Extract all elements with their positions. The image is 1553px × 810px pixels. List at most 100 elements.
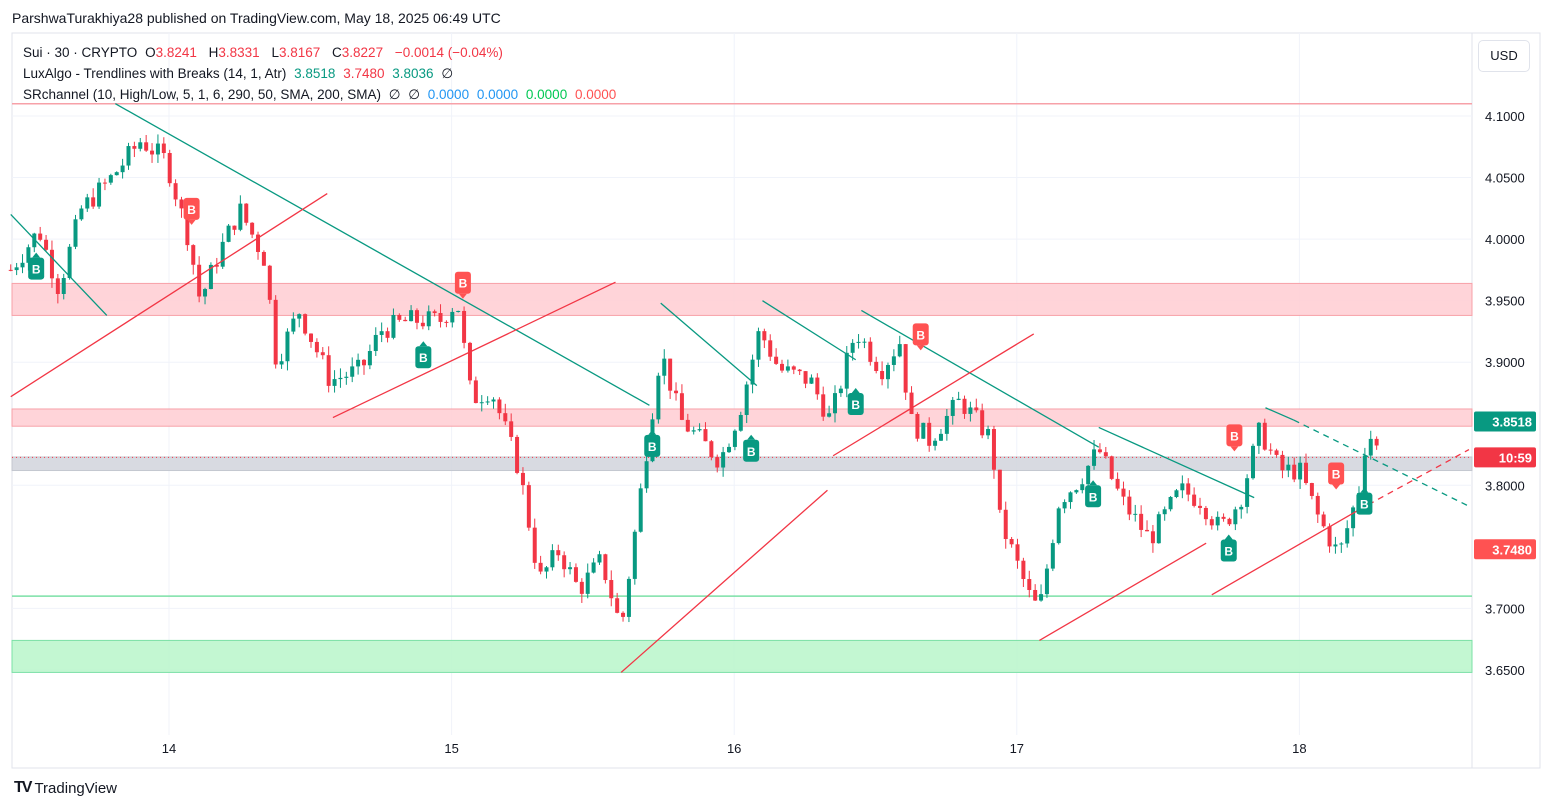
candle-body: [503, 413, 508, 422]
candle-body: [933, 440, 938, 446]
candle-body: [1374, 438, 1379, 446]
candle-body: [644, 461, 649, 489]
brand-name: TradingView: [34, 779, 117, 797]
time-axis[interactable]: 14 15 16 17 18: [162, 741, 1307, 756]
y-tick-label: 3.8000: [1485, 478, 1525, 493]
candle-body: [632, 531, 637, 579]
candle-body: [367, 351, 372, 366]
candle-body: [226, 225, 231, 242]
candle-body: [150, 150, 155, 155]
candle-body: [356, 359, 361, 367]
candle-body: [397, 314, 402, 320]
candle-body: [379, 331, 384, 335]
candle-body: [509, 421, 514, 437]
candle-body: [762, 331, 767, 341]
trendline-up: [1039, 542, 1207, 641]
candle-body: [703, 429, 708, 442]
candle-body: [79, 208, 84, 220]
candle-body: [526, 485, 531, 528]
candle-body: [444, 321, 449, 323]
x-tick-label: 16: [727, 741, 741, 756]
candle-body: [803, 371, 808, 384]
trendline-down: [1098, 426, 1255, 499]
candle-body: [756, 331, 761, 360]
candle-body: [1056, 508, 1061, 544]
candle-body: [579, 581, 584, 594]
candle-body: [450, 311, 455, 323]
candle-body: [938, 433, 943, 441]
candle-body: [267, 265, 272, 300]
candle-body: [1227, 518, 1232, 525]
symbol-legend[interactable]: Sui · 30 · CRYPTO O3.8241 H3.8331 L3.816…: [23, 45, 507, 60]
candle-body: [1074, 490, 1079, 493]
price-label-text: 3.8518: [1492, 415, 1532, 430]
candle-body: [903, 344, 908, 393]
indicator-legend-srchannel[interactable]: SRchannel (10, High/Low, 5, 1, 6, 290, 5…: [23, 87, 620, 103]
candle-body: [232, 225, 237, 230]
candle-body: [1139, 513, 1144, 530]
price-axis[interactable]: 4.1000 4.0500 4.0000 3.9500 3.9000 3.8000 3.70…: [1485, 109, 1525, 678]
candle-body: [909, 392, 914, 414]
currency-button[interactable]: USD: [1478, 40, 1530, 72]
candle-body: [167, 153, 172, 184]
break-label-text: B: [851, 398, 860, 412]
bear-break-label: [1328, 462, 1345, 485]
candle-body: [956, 398, 961, 400]
candle-body: [856, 341, 861, 343]
candle-body: [479, 402, 484, 404]
change-value: −0.0014 (−0.04%): [394, 45, 503, 60]
break-labels: B B B B B B B B B B B B B: [28, 197, 1373, 562]
bull-break-label: [1220, 539, 1237, 562]
candle-body: [897, 344, 902, 357]
candle-body: [1215, 516, 1220, 526]
candle-body: [85, 197, 90, 209]
candle-body: [685, 419, 690, 432]
candle-body: [515, 436, 520, 473]
trendline-down: [114, 103, 650, 406]
price-labels: 3.8518 10:59 3.7480: [1474, 411, 1536, 560]
candle-body: [55, 278, 60, 294]
indicator-legend-trendlines[interactable]: LuxAlgo - Trendlines with Breaks (14, 1,…: [23, 66, 457, 82]
indicator-value: 3.8518: [294, 66, 336, 81]
candle-body: [656, 375, 661, 420]
indicator-name: SRchannel (10, High/Low, 5, 1, 6, 290, 5…: [23, 87, 381, 102]
candle-body: [238, 203, 243, 230]
break-label-text: B: [187, 203, 196, 217]
candle-body: [1286, 464, 1291, 471]
trendline-down: [1265, 407, 1295, 421]
break-label-pointer: [851, 387, 860, 393]
candle-body: [915, 413, 920, 439]
break-label-pointer: [458, 293, 467, 299]
candle-body: [1015, 544, 1020, 561]
candle-body: [1150, 531, 1155, 544]
candle-body: [73, 219, 78, 247]
candle-body: [14, 267, 19, 271]
price-label-text: 3.7480: [1492, 542, 1532, 557]
candle-body: [838, 388, 843, 394]
candle-body: [420, 322, 425, 327]
trendline-up: [332, 281, 616, 419]
candle-body: [1044, 568, 1049, 595]
candle-body: [785, 366, 790, 371]
candle-body: [273, 299, 278, 365]
candle-body: [1133, 513, 1138, 515]
candle-body: [738, 414, 743, 431]
candle-body: [1321, 514, 1326, 527]
candle-body: [744, 384, 749, 415]
break-label-pointer: [32, 252, 41, 258]
candle-body: [108, 175, 113, 183]
x-tick-label: 18: [1292, 741, 1306, 756]
trendline-up: [10, 193, 328, 398]
candle-body: [1239, 506, 1244, 510]
tradingview-brand[interactable]: TV TradingView: [14, 779, 117, 797]
candle-body: [609, 580, 614, 599]
open-value: 3.8241: [155, 45, 197, 60]
candle-body: [97, 182, 102, 207]
candle-body: [885, 364, 890, 380]
candle-body: [809, 377, 814, 384]
candle-body: [1327, 526, 1332, 547]
candle-body: [155, 143, 160, 155]
break-label-text: B: [747, 445, 756, 459]
bear-break-label: [1226, 424, 1243, 447]
